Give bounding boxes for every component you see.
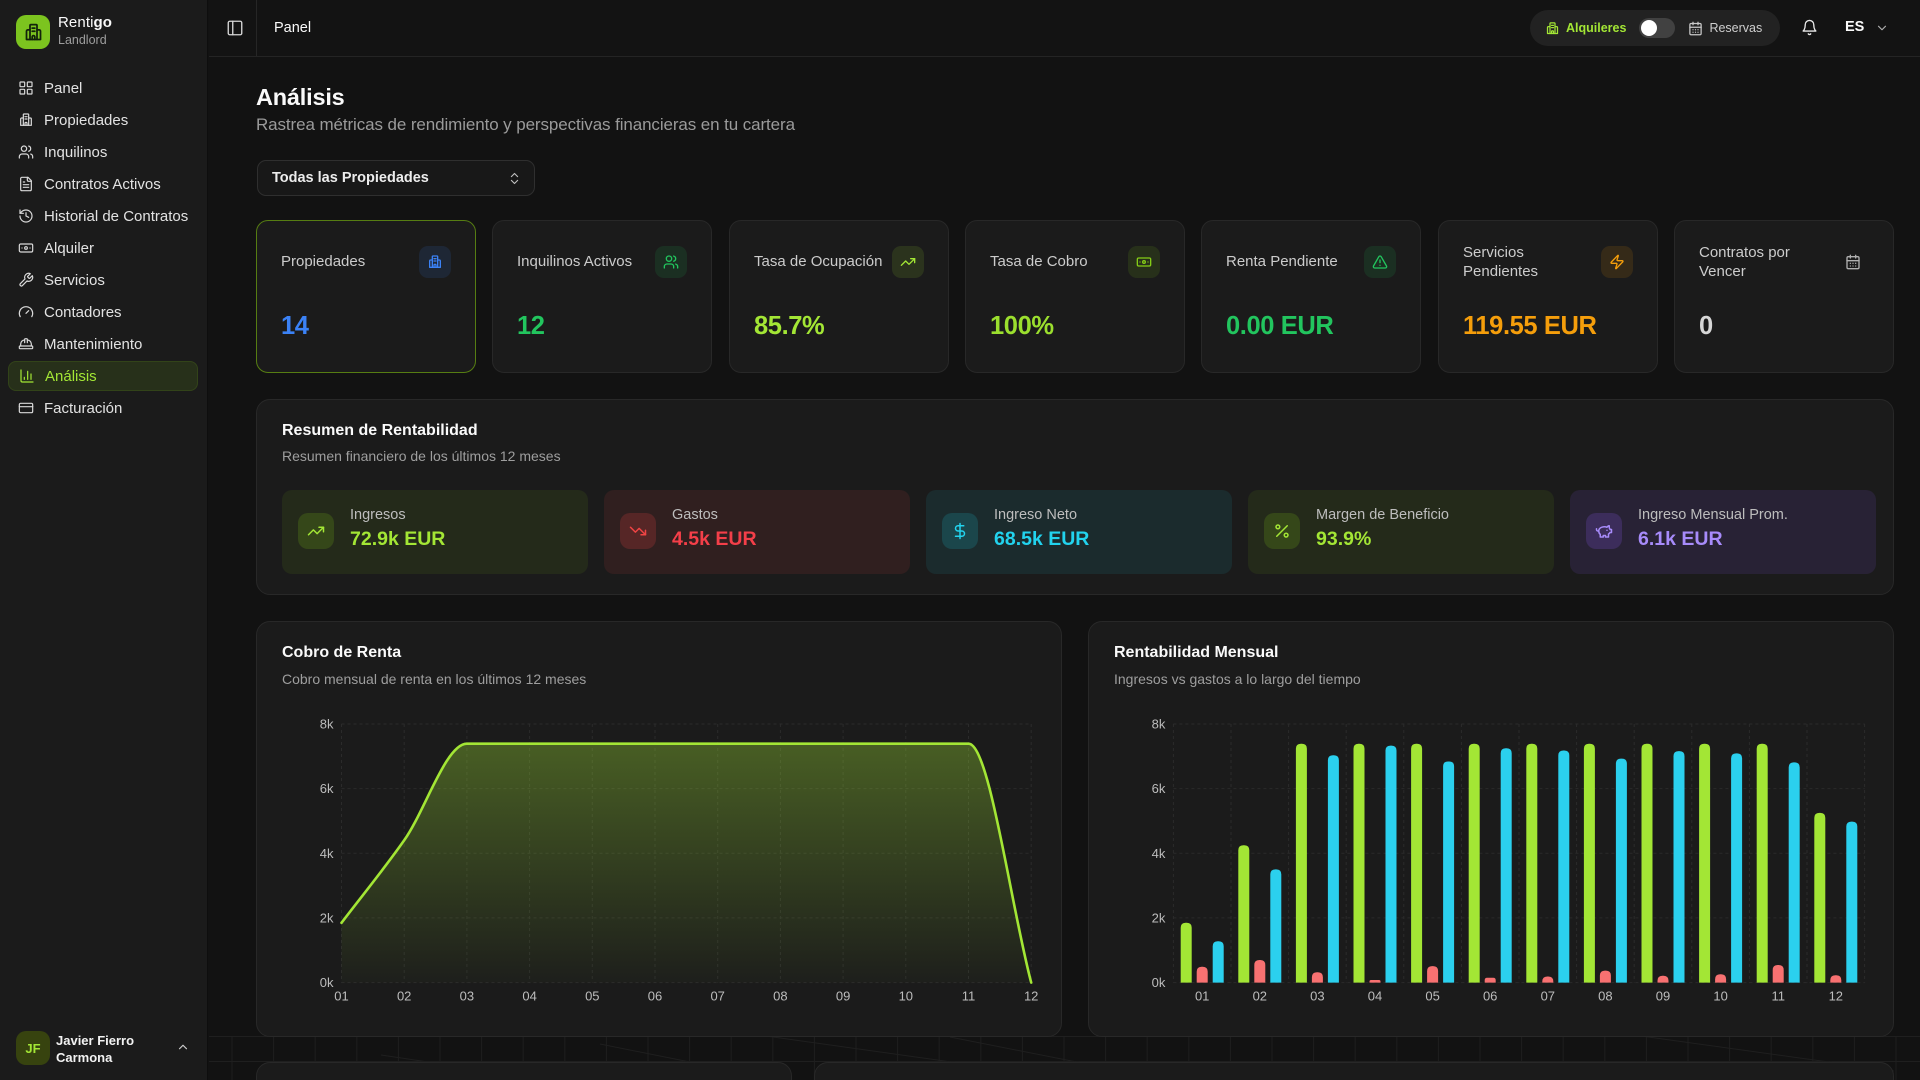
svg-text:6k: 6k [1152,781,1166,796]
svg-text:05: 05 [585,989,599,1004]
svg-text:03: 03 [1310,989,1324,1004]
svg-text:2k: 2k [1152,910,1166,925]
svg-text:02: 02 [1253,989,1267,1004]
svg-text:10: 10 [899,989,913,1004]
svg-text:12: 12 [1024,989,1038,1004]
svg-text:01: 01 [1195,989,1209,1004]
svg-text:12: 12 [1829,989,1843,1004]
svg-text:10: 10 [1713,989,1727,1004]
svg-text:8k: 8k [320,717,334,732]
svg-text:08: 08 [773,989,787,1004]
svg-text:05: 05 [1425,989,1439,1004]
svg-text:09: 09 [836,989,850,1004]
svg-text:06: 06 [648,989,662,1004]
svg-text:8k: 8k [1152,717,1166,732]
svg-text:2k: 2k [320,910,334,925]
svg-text:01: 01 [334,989,348,1004]
svg-text:08: 08 [1598,989,1612,1004]
svg-text:0k: 0k [320,975,334,990]
svg-text:02: 02 [397,989,411,1004]
svg-text:07: 07 [710,989,724,1004]
svg-text:06: 06 [1483,989,1497,1004]
svg-text:09: 09 [1656,989,1670,1004]
svg-text:03: 03 [460,989,474,1004]
svg-text:04: 04 [522,989,536,1004]
svg-text:04: 04 [1368,989,1382,1004]
svg-text:0k: 0k [1152,975,1166,990]
svg-text:4k: 4k [1152,846,1166,861]
svg-text:6k: 6k [320,781,334,796]
svg-text:07: 07 [1541,989,1555,1004]
svg-text:11: 11 [1771,989,1785,1004]
svg-text:11: 11 [962,989,976,1004]
svg-text:4k: 4k [320,846,334,861]
